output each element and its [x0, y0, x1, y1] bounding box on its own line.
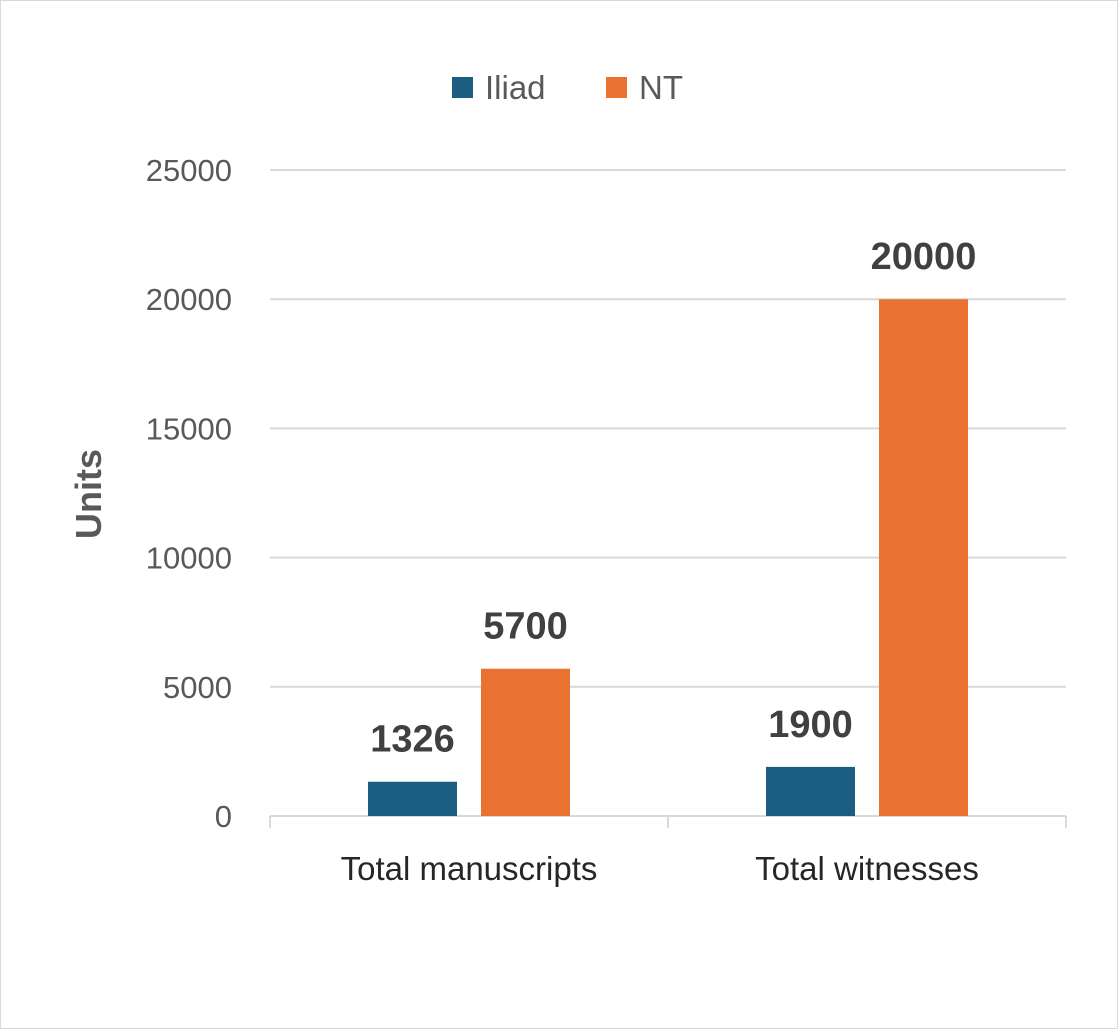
data-labels: 1326 5700 1900 20000 — [370, 236, 976, 761]
legend-swatch — [452, 77, 473, 98]
data-label: 20000 — [871, 236, 977, 278]
y-tick-label: 0 — [215, 799, 232, 834]
y-tick-label: 20000 — [146, 282, 232, 317]
x-tick-label: Total manuscripts — [341, 850, 598, 887]
legend-label: NT — [639, 69, 683, 106]
bar-iliad-2 — [766, 766, 855, 816]
bar-nt-2 — [879, 299, 968, 816]
x-axis: Total manuscripts Total witnesses — [269, 815, 1067, 887]
data-label: 5700 — [483, 606, 568, 648]
y-tick-label: 10000 — [146, 541, 232, 576]
data-label: 1900 — [768, 704, 853, 746]
y-tick-label: 15000 — [146, 411, 232, 446]
x-tick-label: Total witnesses — [755, 850, 979, 887]
y-tick-label: 5000 — [163, 670, 232, 705]
bar-nt-1 — [481, 668, 570, 816]
legend-label: Iliad — [485, 69, 546, 106]
y-tick-label: 25000 — [146, 153, 232, 188]
y-axis-label: Units — [68, 449, 109, 539]
data-label: 1326 — [370, 719, 455, 761]
legend-swatch — [606, 77, 627, 98]
bar-iliad-1 — [368, 781, 457, 816]
y-axis-ticks: 0 5000 10000 15000 20000 25000 — [146, 153, 232, 834]
legend: Iliad NT — [452, 69, 683, 106]
bars — [368, 299, 968, 816]
